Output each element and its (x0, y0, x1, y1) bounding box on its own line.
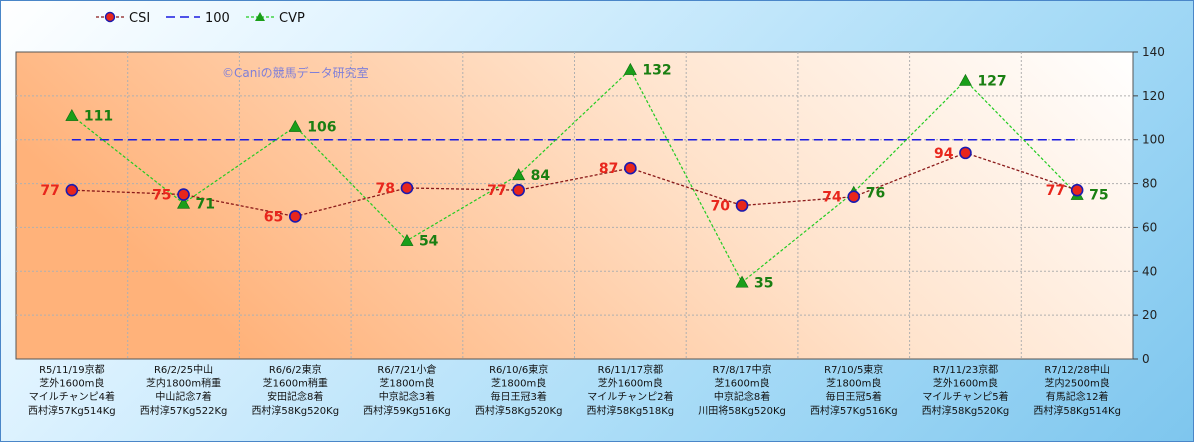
x-tick-label: R6/10/6東京 (489, 363, 548, 376)
x-tick-label: R6/7/21小倉 (377, 363, 436, 376)
cvp-data-label: 84 (531, 168, 551, 184)
csi-point (400, 181, 414, 195)
x-tick-label: 西村淳57Kg514Kg (28, 404, 116, 417)
x-tick-label: 芝1800m良 (491, 377, 546, 390)
csi-data-label: 77 (1046, 183, 1065, 199)
x-tick-label: R6/6/2東京 (269, 363, 322, 376)
x-tick-label: R7/10/5東京 (824, 363, 883, 376)
x-tick-label: 西村淳58Kg514Kg (1033, 404, 1121, 417)
csi-data-label: 75 (152, 188, 171, 204)
cvp-point (958, 73, 972, 86)
series-line-csi (71, 152, 1078, 218)
y-tick-label: 80 (1142, 177, 1157, 191)
legend-100-label: 100 (205, 11, 230, 26)
x-tick-label: 中山記念7着 (155, 390, 211, 403)
x-tick-label: 毎日王冠3着 (490, 390, 546, 403)
x-tick-label: 芝1600m稍重 (263, 377, 328, 390)
cvp-data-label: 54 (419, 234, 439, 250)
x-tick-label: R6/2/25中山 (154, 363, 213, 376)
x-tick-label: 安田記念8着 (267, 390, 323, 403)
x-tick-label: 西村淳58Kg520Kg (475, 404, 563, 417)
cvp-data-label: 71 (196, 196, 215, 212)
x-tick-label: 芝1800m良 (379, 377, 434, 390)
legend-cvp-marker (255, 12, 265, 21)
x-tick-label: マイルチャンピ2着 (587, 390, 673, 403)
x-tick-label: R5/11/19京都 (39, 363, 105, 376)
x-tick-label: 芝1800m良 (826, 377, 881, 390)
x-tick-label: R7/12/28中山 (1044, 363, 1110, 376)
x-tick-label: 芝外1600m良 (39, 377, 104, 390)
cvp-data-label: 111 (84, 109, 113, 125)
x-tick-label: 中京記念8着 (714, 390, 770, 403)
cvp-point (623, 62, 637, 75)
csi-data-label: 65 (264, 209, 283, 225)
x-tick-label: 西村淳59Kg516Kg (363, 404, 451, 417)
x-tick-label: 西村淳58Kg520Kg (922, 404, 1010, 417)
cvp-point (177, 196, 191, 209)
cvp-data-label: 76 (866, 185, 885, 201)
x-tick-label: 西村淳58Kg520Kg (251, 404, 339, 417)
csi-data-label: 74 (822, 190, 842, 206)
cvp-point (288, 119, 302, 132)
csi-data-label: 77 (40, 183, 59, 199)
legend-csi-label: CSI (129, 11, 150, 26)
x-tick-label: 芝内2500m良 (1045, 377, 1110, 390)
legend-csi-marker (104, 11, 116, 23)
x-tick-label: 毎日王冠5着 (826, 390, 882, 403)
csi-point (959, 146, 972, 160)
cvp-point (512, 168, 526, 181)
cvp-point (65, 108, 79, 121)
cvp-data-label: 127 (977, 74, 1006, 90)
csi-data-label: 94 (934, 146, 954, 162)
csi-point (624, 161, 637, 175)
x-tick-label: 芝内1800m稍重 (146, 377, 221, 390)
cvp-point (400, 233, 414, 246)
y-tick-label: 100 (1142, 133, 1165, 147)
x-tick-label: 中京記念3着 (379, 390, 435, 403)
cvp-data-label: 75 (1089, 188, 1108, 204)
y-tick-label: 20 (1142, 308, 1157, 322)
series-line-cvp (71, 68, 1078, 284)
x-tick-label: 芝1600m良 (714, 377, 769, 390)
x-tick-label: 西村淳57Kg516Kg (810, 404, 898, 417)
csi-data-label: 77 (487, 183, 506, 199)
x-tick-label: 西村淳58Kg518Kg (587, 404, 675, 417)
y-tick-label: 140 (1142, 45, 1165, 59)
x-tick-label: R6/11/17京都 (598, 363, 664, 376)
x-tick-label: R7/8/17中京 (712, 363, 771, 376)
csi-point (512, 183, 525, 197)
csi-point (1070, 183, 1084, 197)
csi-point (65, 183, 79, 197)
legend-cvp-label: CVP (279, 11, 305, 26)
x-tick-label: R7/11/23京都 (933, 363, 999, 376)
watermark-text: ©Caniの競馬データ研究室 (222, 65, 369, 80)
y-tick-label: 120 (1142, 89, 1165, 103)
y-tick-label: 60 (1142, 220, 1157, 234)
csi-point (177, 188, 190, 201)
x-tick-label: 川田将58Kg520Kg (698, 405, 786, 417)
x-tick-label: マイルチャンピ5着 (922, 390, 1008, 403)
csi-data-label: 78 (375, 181, 394, 197)
x-tick-label: 芝外1600m良 (933, 377, 998, 390)
csi-point (735, 199, 749, 212)
x-tick-label: 有馬記念12着 (1046, 390, 1109, 403)
cvp-data-label: 35 (754, 275, 773, 291)
x-tick-label: マイルチャンピ4着 (29, 390, 115, 403)
y-tick-label: 40 (1142, 264, 1157, 278)
y-tick-label: 0 (1142, 352, 1150, 366)
csi-point (288, 210, 302, 223)
csi-point (847, 190, 861, 204)
cvp-point (735, 275, 749, 288)
x-tick-label: 西村淳57Kg522Kg (140, 404, 228, 417)
csi-data-label: 87 (599, 161, 618, 177)
cvp-data-label: 132 (642, 63, 671, 79)
x-tick-label: 芝外1600m良 (598, 377, 663, 390)
cvp-data-label: 106 (307, 120, 336, 136)
csi-data-label: 70 (711, 199, 731, 215)
